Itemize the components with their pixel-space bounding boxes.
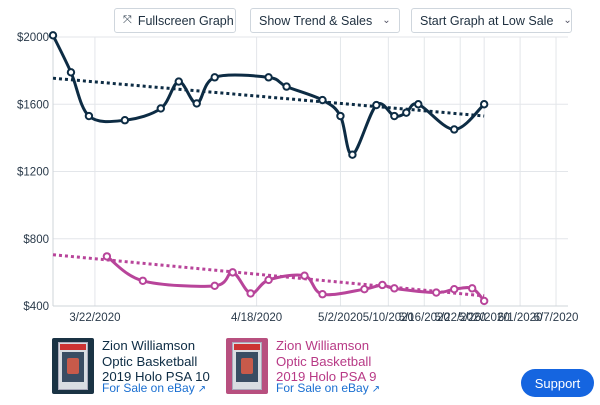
fullscreen-graph-label: Fullscreen Graph [137, 13, 234, 28]
y-tick-label: $1600 [17, 99, 49, 111]
data-point-series-2 [432, 288, 441, 297]
legend-title-line: Zion Williamson [276, 338, 370, 353]
external-link-icon: ↗ [371, 384, 381, 395]
data-point-series-2 [300, 271, 309, 280]
data-point-series-1 [414, 100, 423, 109]
external-link-icon: ↗ [197, 384, 207, 395]
ebay-link-psa9[interactable]: For Sale on eBay ↗ [276, 381, 380, 395]
data-point-series-2 [246, 289, 255, 298]
series-line-1 [51, 34, 486, 157]
data-point-series-2 [479, 296, 489, 306]
data-point-series-2 [318, 290, 327, 299]
data-point-series-1 [390, 111, 399, 121]
fullscreen-graph-button[interactable]: ⤧ Fullscreen Graph [114, 8, 236, 33]
legend-title-psa10: Zion Williamson Optic Basketball 2019 Ho… [102, 338, 210, 385]
data-point-series-1 [156, 104, 165, 113]
y-tick-label: $1200 [17, 167, 49, 179]
data-point-series-1 [48, 31, 58, 40]
ebay-link-label: For Sale on eBay [276, 381, 369, 395]
x-tick-label: 5/22/2020 [435, 312, 486, 324]
data-point-series-1 [264, 73, 273, 82]
data-point-series-1 [174, 77, 183, 86]
trend-line-series-1 [52, 76, 485, 118]
data-point-series-1 [282, 82, 291, 91]
data-point-series-1 [402, 108, 411, 117]
series-line-2 [105, 255, 486, 302]
legend-item-psa9[interactable]: Zion Williamson Optic Basketball 2019 Ho… [226, 338, 406, 398]
data-point-series-1 [348, 150, 357, 159]
x-tick-label: 6/1/2020 [498, 312, 543, 324]
start-graph-select[interactable]: Start Graph at Low Sale ⌄ [411, 8, 572, 33]
data-point-series-1 [210, 73, 219, 82]
data-point-series-1 [120, 116, 130, 125]
ebay-link-label: For Sale on eBay [102, 381, 195, 395]
price-chart: $2000 $1600 $1200 $800 $400 3/22/2020 4/18/202… [17, 31, 579, 324]
legend-title-line: Zion Williamson [102, 338, 196, 353]
chart-toolbar: ⤧ Fullscreen Graph Show Trend & Sales ⌄ … [0, 8, 600, 34]
support-button[interactable]: Support [521, 369, 594, 397]
x-tick-label: 4/18/2020 [231, 312, 282, 324]
trend-line-series-2 [52, 253, 485, 298]
legend-title-line: 2019 Holo PSA 10 [102, 369, 210, 384]
x-tick-label: 5/10/2020 [363, 312, 414, 324]
expand-icon: ⤧ [123, 14, 132, 26]
y-tick-label: $400 [23, 301, 49, 313]
legend-title-line: 2019 Holo PSA 9 [276, 369, 377, 384]
x-tick-label: 5/2/2020 [318, 312, 363, 324]
card-thumbnail-psa10 [52, 338, 94, 394]
card-thumbnail-psa9 [226, 338, 268, 394]
data-point-series-2 [138, 276, 148, 285]
data-point-series-2 [264, 275, 273, 285]
y-tick-label: $2000 [17, 32, 49, 44]
chevron-down-icon: ⌄ [563, 15, 572, 26]
start-graph-select-value: Start Graph at Low Sale [420, 13, 554, 28]
data-point-series-1 [192, 99, 201, 108]
data-point-series-2 [360, 284, 369, 294]
data-point-series-1 [479, 100, 489, 109]
legend-title-line: Optic Basketball [276, 353, 372, 369]
data-point-series-1 [450, 125, 459, 134]
data-point-series-2 [228, 268, 237, 277]
data-point-series-1 [336, 111, 345, 121]
ebay-link-psa10[interactable]: For Sale on eBay ↗ [102, 381, 206, 395]
data-point-series-1 [372, 100, 381, 110]
trend-sales-select-value: Show Trend & Sales [259, 13, 373, 28]
data-point-series-2 [210, 281, 219, 291]
data-point-series-2 [378, 280, 387, 290]
legend-title-psa9: Zion Williamson Optic Basketball 2019 Ho… [276, 338, 376, 385]
chevron-down-icon: ⌄ [382, 15, 391, 26]
trend-sales-select[interactable]: Show Trend & Sales ⌄ [250, 8, 400, 33]
data-point-series-1 [318, 95, 327, 105]
data-point-series-1 [66, 68, 76, 77]
x-tick-label: 3/22/2020 [69, 312, 120, 324]
data-point-series-2 [102, 252, 112, 261]
x-tick-label: 5/16/2020 [399, 312, 450, 324]
x-tick-label: 5/26/2020 [459, 312, 510, 324]
legend-title-line: Optic Basketball [102, 353, 198, 369]
data-point-series-2 [450, 284, 459, 294]
y-tick-label: $800 [23, 234, 49, 246]
x-tick-label: 6/7/2020 [534, 312, 579, 324]
legend-item-psa10[interactable]: Zion Williamson Optic Basketball 2019 Ho… [52, 338, 222, 398]
data-point-series-2 [390, 284, 399, 293]
data-point-series-1 [84, 111, 94, 121]
data-point-series-2 [467, 284, 477, 293]
